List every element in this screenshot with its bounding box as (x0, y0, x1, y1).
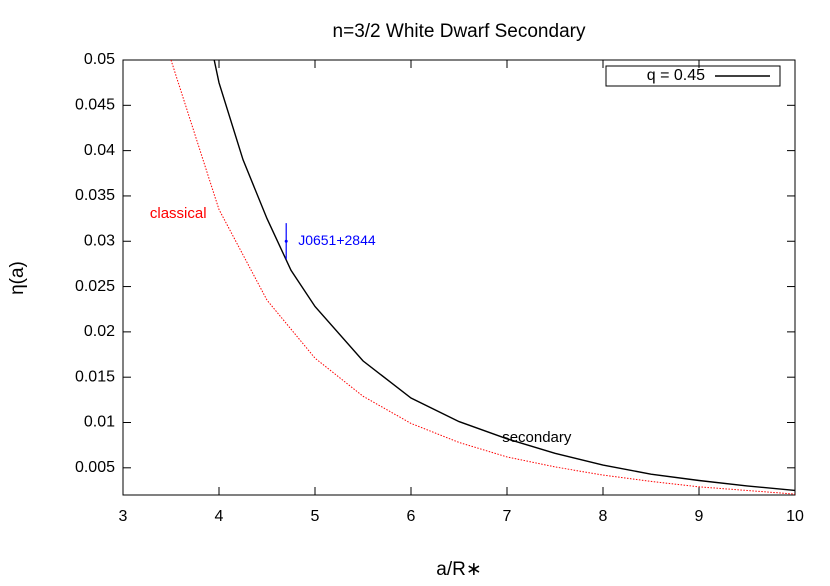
plot-frame (122, 59, 796, 496)
y-tick-label: 0.005 (75, 459, 115, 476)
y-tick-label: 0.025 (75, 278, 115, 295)
y-tick-label: 0.01 (84, 414, 115, 431)
annotation: secondary (502, 429, 572, 446)
legend-box (605, 65, 781, 87)
data-point (284, 239, 288, 243)
y-tick-label: 0.045 (75, 97, 115, 114)
annotation: classical (150, 205, 207, 222)
y-tick-label: 0.05 (84, 51, 115, 68)
x-axis-label: a/R∗ (436, 559, 482, 580)
x-tick-label: 6 (407, 508, 416, 525)
line (213, 60, 795, 492)
y-tick-label: 0.035 (75, 187, 115, 204)
x-tick-label: 7 (503, 508, 512, 525)
legend-label: q = 0.45 (647, 67, 705, 84)
y-tick-label: 0.02 (84, 323, 115, 340)
x-tick-label: 4 (215, 508, 224, 525)
y-tick-label: 0.04 (84, 142, 115, 159)
point-label: J0651+2844 (298, 232, 376, 248)
y-tick-label: 0.015 (75, 368, 115, 385)
line (170, 60, 795, 495)
x-tick-label: 10 (786, 508, 804, 525)
x-tick-label: 9 (695, 508, 704, 525)
y-tick-label: 0.03 (84, 232, 115, 249)
chart-title: n=3/2 White Dwarf Secondary (333, 21, 586, 42)
x-tick-label: 3 (119, 508, 128, 525)
x-tick-label: 8 (599, 508, 608, 525)
y-axis-label: η(a) (7, 261, 28, 295)
x-tick-label: 5 (311, 508, 320, 525)
